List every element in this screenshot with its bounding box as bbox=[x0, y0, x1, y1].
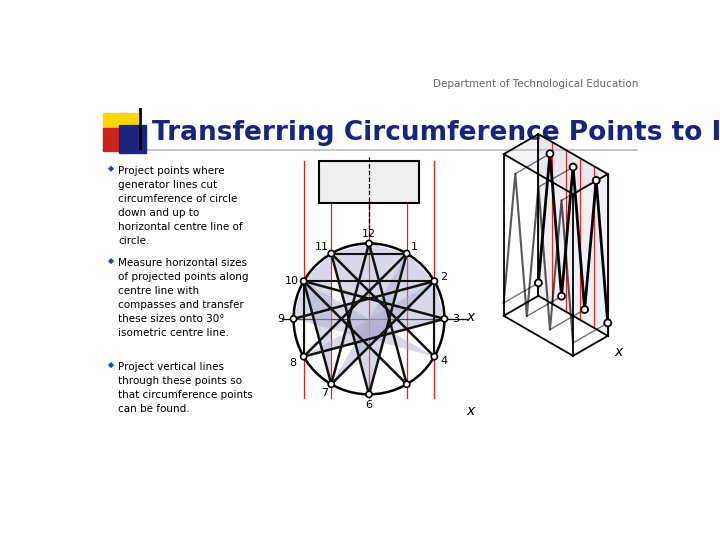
Text: 1: 1 bbox=[411, 242, 418, 252]
Text: 7: 7 bbox=[322, 388, 328, 399]
Circle shape bbox=[431, 354, 438, 360]
Circle shape bbox=[593, 177, 600, 184]
Text: Department of Technological Education: Department of Technological Education bbox=[433, 79, 639, 89]
Text: Project points where
generator lines cut
circumference of circle
down and up to
: Project points where generator lines cut… bbox=[118, 166, 243, 246]
Text: Project vertical lines
through these points so
that circumference points
can be : Project vertical lines through these poi… bbox=[118, 362, 253, 414]
Circle shape bbox=[404, 251, 410, 256]
Circle shape bbox=[328, 381, 334, 387]
Text: 10: 10 bbox=[284, 276, 298, 286]
Text: 4: 4 bbox=[440, 356, 447, 366]
Polygon shape bbox=[369, 244, 407, 394]
Circle shape bbox=[328, 251, 334, 256]
Text: x: x bbox=[466, 310, 474, 325]
Text: 11: 11 bbox=[315, 242, 329, 252]
Circle shape bbox=[366, 392, 372, 397]
Polygon shape bbox=[108, 166, 114, 172]
Text: 8: 8 bbox=[289, 358, 297, 368]
Text: Transferring Circumference Points to Isometric (1): Transferring Circumference Points to Iso… bbox=[152, 120, 720, 146]
Polygon shape bbox=[108, 362, 114, 368]
Text: x: x bbox=[466, 404, 474, 418]
Text: 3: 3 bbox=[451, 314, 459, 324]
Circle shape bbox=[431, 278, 438, 284]
Text: 2: 2 bbox=[440, 272, 447, 281]
Circle shape bbox=[546, 150, 554, 157]
Polygon shape bbox=[294, 281, 434, 356]
Text: x: x bbox=[614, 345, 622, 359]
Circle shape bbox=[290, 316, 297, 322]
Circle shape bbox=[535, 279, 542, 286]
Text: Measure horizontal sizes
of projected points along
centre line with
compasses an: Measure horizontal sizes of projected po… bbox=[118, 258, 248, 338]
Circle shape bbox=[300, 278, 307, 284]
Polygon shape bbox=[331, 254, 434, 384]
Circle shape bbox=[581, 306, 588, 313]
Polygon shape bbox=[304, 281, 444, 356]
Polygon shape bbox=[304, 254, 331, 384]
Polygon shape bbox=[539, 134, 608, 336]
Bar bbox=[104, 128, 130, 151]
Polygon shape bbox=[108, 258, 114, 264]
Bar bbox=[319, 161, 419, 204]
Circle shape bbox=[300, 354, 307, 360]
Circle shape bbox=[441, 316, 448, 322]
Text: 6: 6 bbox=[366, 400, 372, 410]
Text: 9: 9 bbox=[278, 314, 285, 324]
Circle shape bbox=[558, 293, 565, 300]
Circle shape bbox=[604, 320, 611, 326]
Bar bbox=[119, 125, 146, 153]
Bar bbox=[104, 112, 140, 145]
Circle shape bbox=[570, 164, 577, 171]
Circle shape bbox=[404, 381, 410, 387]
Polygon shape bbox=[504, 134, 608, 194]
Polygon shape bbox=[331, 244, 369, 394]
Text: 12: 12 bbox=[362, 229, 376, 239]
Circle shape bbox=[366, 240, 372, 247]
